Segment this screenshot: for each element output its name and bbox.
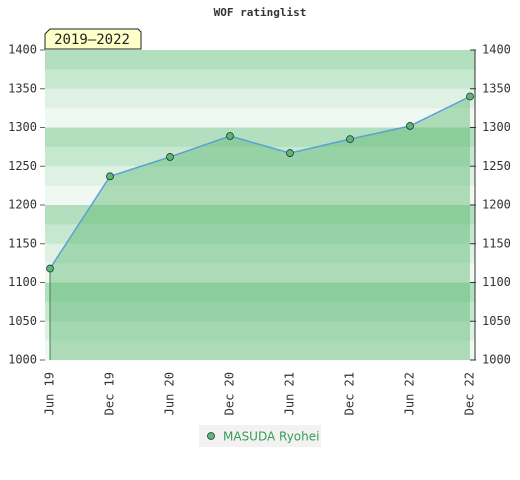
point: [406, 122, 414, 130]
x-tick-label: Dec 20: [223, 372, 237, 415]
y2-tick-label: 1300: [482, 120, 511, 134]
point: [46, 264, 54, 273]
x-tick-label: Dec 22: [463, 372, 477, 415]
chart-title: WOF ratinglist: [214, 6, 307, 19]
y2-tick-label: 1350: [482, 81, 511, 95]
y-tick-label: 1400: [8, 43, 37, 57]
y-tick-label: 1250: [8, 159, 37, 173]
background-band: [45, 88, 475, 109]
background-band: [45, 50, 475, 70]
background-band: [45, 127, 475, 148]
x-tick-label: Dec 21: [343, 372, 357, 415]
background-band: [45, 301, 475, 322]
y-tick-label: 1200: [8, 198, 37, 212]
x-tick-label: Jun 19: [43, 372, 57, 415]
background-band: [45, 224, 475, 245]
background-band: [45, 340, 475, 361]
y-tick-label: 1300: [8, 120, 37, 134]
y2-tick-label: 1050: [482, 314, 511, 328]
y2-tick-label: 1250: [482, 159, 511, 173]
legend-marker: [207, 432, 215, 440]
background-band: [45, 321, 475, 342]
background-band: [45, 166, 475, 187]
y2-tick-label: 1200: [482, 198, 511, 212]
x-tick-label: Dec 19: [103, 372, 117, 415]
background-band: [45, 282, 475, 303]
y-tick-label: 1100: [8, 275, 37, 289]
line: [49, 95, 471, 269]
x-tick-label: Jun 20: [163, 372, 177, 415]
background-band: [45, 185, 475, 206]
point: [106, 172, 114, 181]
background-band: [45, 205, 475, 225]
point: [466, 92, 474, 101]
y2-tick-label: 1150: [482, 236, 511, 250]
x-tick-label: Jun 21: [283, 372, 297, 415]
y-tick-label: 1350: [8, 81, 37, 95]
point: [226, 132, 234, 140]
background-band: [45, 243, 475, 264]
point: [286, 149, 294, 157]
y-tick-label: 1150: [8, 236, 37, 250]
x-tick-label: Jun 22: [403, 372, 417, 415]
background-band: [45, 108, 475, 128]
legend-label: MASUDA Ryohei: [223, 430, 319, 444]
point: [346, 135, 354, 144]
y2-tick-label: 1000: [482, 353, 511, 367]
y2-tick-label: 1400: [482, 43, 511, 57]
y2-tick-label: 1100: [482, 275, 511, 289]
annotation-box: [44, 28, 142, 50]
legend: MASUDA Ryohei: [199, 425, 321, 447]
y-tick-label: 1000: [8, 353, 37, 367]
y-tick-label: 1050: [8, 314, 37, 328]
legend-box: [199, 425, 321, 447]
point: [166, 153, 174, 161]
background-band: [45, 146, 475, 167]
annotation: 2019–2022: [54, 32, 130, 48]
background-band: [45, 69, 475, 90]
background-band: [45, 263, 475, 283]
